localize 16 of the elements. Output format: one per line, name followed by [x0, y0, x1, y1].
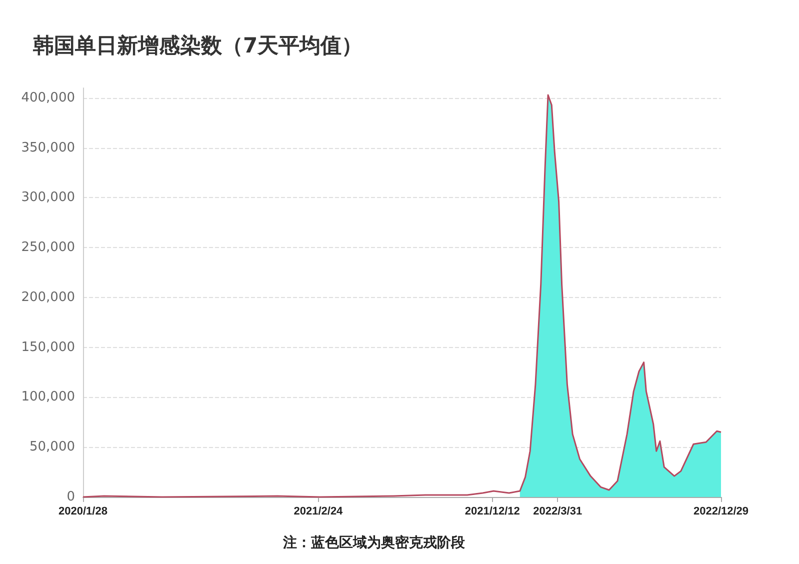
y-tick-label: 400,000 [21, 90, 75, 106]
x-tick-label: 2021/2/24 [294, 506, 344, 518]
x-tick-label: 2020/1/28 [58, 506, 108, 518]
y-tick-label: 0 [66, 490, 75, 504]
x-tick-label: 2022/12/29 [693, 506, 749, 518]
y-tick-label: 200,000 [21, 290, 75, 305]
y-tick-label: 150,000 [21, 340, 75, 355]
x-tick-label: 2021/12/12 [464, 506, 520, 518]
y-tick-label: 250,000 [21, 240, 75, 256]
y-tick-label: 300,000 [21, 190, 75, 206]
y-tick-label: 50,000 [30, 440, 75, 455]
text: 注：蓝色区域为奥密克戎阶段 [282, 534, 466, 551]
y-tick-label: 100,000 [21, 390, 75, 405]
chart-title: 韩国单日新增感染数（7天平均值） [32, 34, 363, 58]
x-tick-label: 2022/3/31 [533, 506, 582, 518]
y-tick-label: 350,000 [21, 140, 75, 156]
